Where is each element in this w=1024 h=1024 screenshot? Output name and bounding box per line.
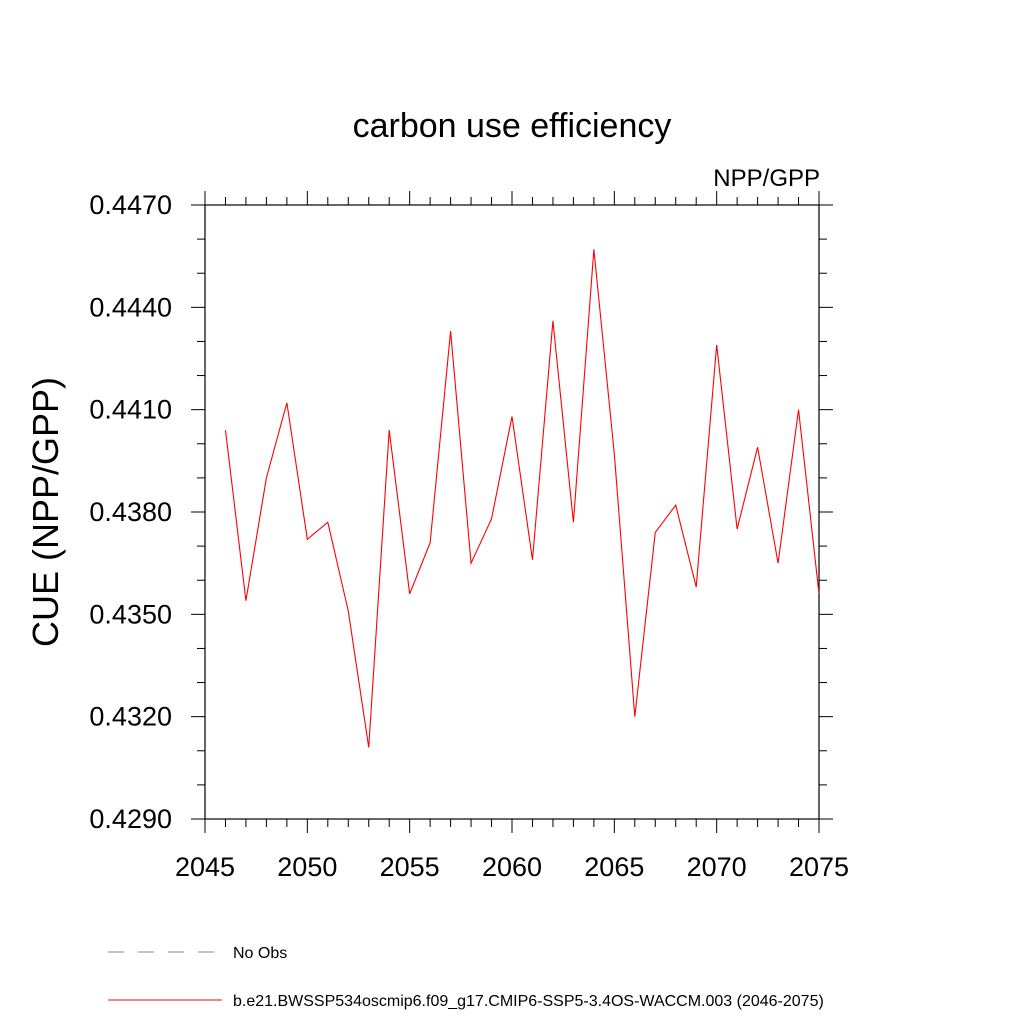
x-tick-label: 2075 xyxy=(789,852,849,882)
y-tick-label: 0.4350 xyxy=(89,599,172,629)
x-tick-label: 2050 xyxy=(277,852,337,882)
y-tick-label: 0.4290 xyxy=(89,804,172,834)
chart-subtitle: NPP/GPP xyxy=(713,165,820,192)
y-tick-label: 0.4440 xyxy=(89,292,172,322)
legend-label: b.e21.BWSSP534oscmip6.f09_g17.CMIP6-SSP5… xyxy=(233,993,824,1010)
legend-label: No Obs xyxy=(233,945,287,962)
series-layer xyxy=(224,249,820,748)
chart-title: carbon use efficiency xyxy=(353,107,672,145)
y-tick-label: 0.4410 xyxy=(89,395,172,425)
y-tick-label: 0.4380 xyxy=(89,497,172,527)
y-tick-label: 0.4470 xyxy=(89,190,172,220)
series-line xyxy=(224,249,820,748)
axis-ticks xyxy=(191,191,833,833)
x-tick-label: 2060 xyxy=(482,852,542,882)
legend: No Obs b.e21.BWSSP534oscmip6.f09_g17.CMIP… xyxy=(108,945,824,1010)
plot-frame xyxy=(204,204,820,820)
x-tick-label: 2055 xyxy=(380,852,440,882)
x-tick-label: 2065 xyxy=(584,852,644,882)
x-tick-label: 2070 xyxy=(687,852,747,882)
x-tick-label: 2045 xyxy=(175,852,235,882)
y-tick-label: 0.4320 xyxy=(89,702,172,732)
y-axis-label: CUE (NPP/GPP) xyxy=(25,377,66,647)
axis-tick-labels: 2045 2050 2055 2060 2065 2070 2075 0.4290 0.4320… xyxy=(89,190,849,882)
